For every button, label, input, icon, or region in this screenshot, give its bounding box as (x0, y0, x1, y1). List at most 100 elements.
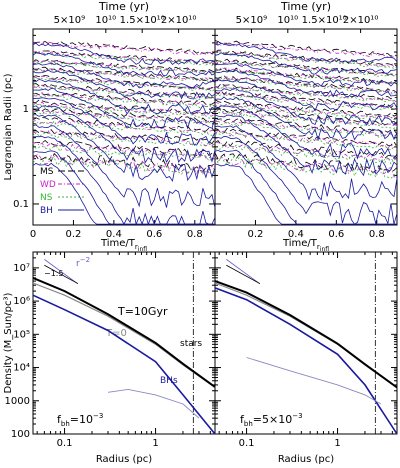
radius-curve-bh (214, 149, 397, 225)
radius-curve-ms (214, 67, 398, 85)
slope-guide-r2 (44, 259, 79, 285)
radius-curve-ms (32, 152, 216, 172)
top-axis-tick-label: 10¹⁰ (277, 15, 298, 26)
radius-curve-wd (215, 76, 398, 93)
y-tick-label: 10⁶ (13, 296, 30, 307)
radius-curve-wd (32, 130, 216, 147)
annotation-stars: stars (180, 339, 202, 349)
radius-curve-ns (214, 94, 398, 111)
ylabel-top: Lagrangian Radii (pc) (3, 73, 14, 180)
density-curve (246, 357, 382, 405)
radius-curve-bh (32, 87, 216, 130)
radius-curve-wd (32, 91, 216, 108)
radius-curve-bh (214, 42, 398, 63)
density-curve (214, 287, 398, 435)
radius-curve-ms (214, 82, 398, 101)
radius-curve-bh (214, 114, 398, 177)
radius-curve-ms (214, 58, 398, 76)
radius-curve-wd (214, 42, 398, 58)
panel-frame-bottom-right (214, 251, 398, 435)
density-curve (32, 294, 216, 435)
top-axis-title-right: Time (yr) (280, 0, 331, 13)
top-axis-tick-label: 1.5×10¹⁰ (302, 15, 347, 26)
y-tick-label: 1000 (5, 396, 30, 407)
x-tick-label: 0.2 (247, 229, 263, 240)
radius-curve-ms (214, 49, 398, 68)
radius-curve-wd (32, 60, 216, 75)
legend-label-wd: WD (40, 180, 56, 190)
radius-curve-ns (32, 67, 216, 84)
radius-curve-ns (32, 103, 216, 119)
radius-curve-ms (214, 106, 398, 126)
slope-guide-15 (44, 264, 79, 284)
top-axis-tick-label: 2×10¹⁰ (161, 15, 196, 26)
top-axis-tick-label: 1.5×10¹⁰ (120, 15, 165, 26)
radius-curve-bh (214, 96, 398, 142)
radius-curve-bh (214, 79, 398, 112)
radius-curve-wd (32, 51, 216, 66)
radius-curve-bh (214, 69, 398, 98)
slope-guide-15 (226, 264, 261, 284)
x-tick-label: 0.4 (288, 229, 304, 240)
xlabel-top-right: Time/Trinfl (282, 238, 329, 253)
radius-curve-ns (32, 85, 216, 100)
slope-guide-r2 (226, 259, 261, 285)
radius-curve-ms (214, 90, 398, 109)
radius-curve-ms (32, 58, 216, 73)
top-axis-title-left: Time (yr) (98, 0, 149, 13)
radius-curve-ns (214, 156, 398, 179)
radius-curve-wd (214, 129, 398, 149)
radius-curve-ns (214, 119, 398, 139)
radius-curve-wd (214, 50, 398, 69)
radius-curve-bh (32, 42, 216, 65)
radius-curve-ms (214, 152, 398, 174)
radius-curve-wd (214, 67, 398, 85)
radius-curve-bh (32, 69, 216, 100)
radius-curve-wd (214, 141, 398, 161)
y-tick-label: 10⁴ (13, 363, 30, 374)
radius-curve-ms (214, 117, 398, 135)
radius-curve-bh (32, 105, 216, 164)
y-tick-label: 1 (23, 104, 29, 115)
top-axis-tick-label: 5×10⁹ (54, 15, 85, 26)
slope-label-r2: r−2 (76, 256, 90, 269)
radius-curve-ns (214, 51, 398, 69)
radius-curve-wd (32, 141, 216, 160)
x-tick-label: 0.1 (57, 438, 73, 449)
annotation-bhs: BHs (160, 376, 178, 386)
radius-curve-bh (214, 52, 398, 75)
radius-curve-ms (32, 117, 216, 133)
radius-curve-ms (32, 40, 216, 55)
radius-curve-ns (32, 51, 216, 67)
x-tick-label: 0.6 (146, 229, 162, 240)
density-curve (32, 276, 216, 388)
xlabel-bottom-left: Radius (pc) (96, 454, 152, 465)
radius-curve-bh (214, 62, 398, 87)
radius-curve-ns (214, 131, 398, 151)
x-tick-label: 0.8 (369, 229, 385, 240)
xlabel-bottom-right: Radius (pc) (278, 454, 334, 465)
radius-curve-ns (32, 110, 216, 126)
radius-curve-ms (32, 66, 216, 82)
legend-label-bh: BH (40, 206, 53, 216)
y-tick-label: 0.1 (13, 199, 29, 210)
density-curve (107, 388, 200, 419)
radius-curve-bh (32, 136, 216, 226)
radius-curve-bh (214, 125, 398, 201)
annotation-t0: T=0 (105, 328, 127, 339)
radius-curve-bh (32, 97, 216, 146)
radius-curve-wd (32, 84, 216, 99)
radius-curve-bh (32, 114, 216, 183)
top-axis-tick-label: 2×10¹⁰ (343, 15, 378, 26)
top-axis-tick-label: 5×10⁹ (236, 15, 267, 26)
radius-curve-ns (214, 60, 398, 77)
radius-curve-ns (32, 93, 216, 109)
radius-curve-bh (32, 63, 216, 89)
radius-curve-ms (214, 99, 398, 117)
radius-curve-wd (32, 110, 216, 125)
x-tick-label: 0 (30, 229, 36, 240)
radius-curve-wd (32, 75, 216, 91)
top-axis-tick-label: 10¹⁰ (95, 15, 116, 26)
x-tick-label: 0.8 (187, 229, 203, 240)
